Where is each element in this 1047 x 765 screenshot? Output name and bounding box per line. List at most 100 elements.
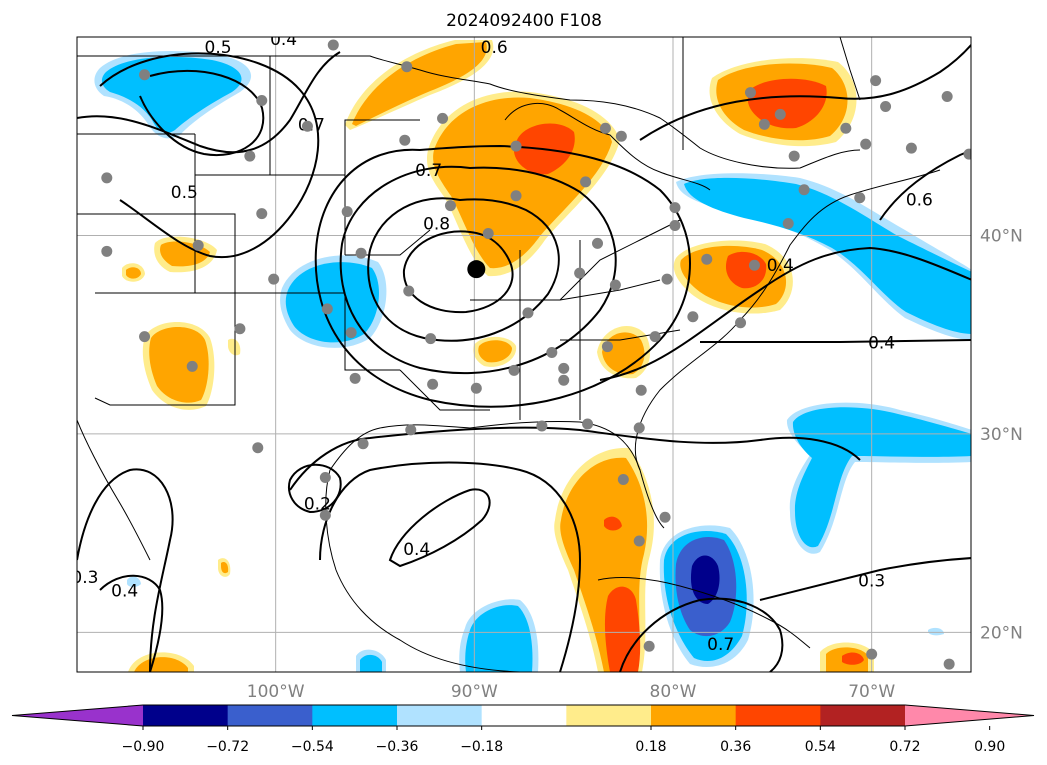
station-point (601, 341, 613, 353)
colorbar-segment (312, 705, 398, 726)
station-point (101, 172, 113, 184)
colorbar-tick-labels: −0.90 −0.72 −0.54 −0.36 −0.18 0.18 0.36 0.54 0.7… (122, 726, 1005, 755)
station-point (669, 202, 681, 214)
contour-label: 0.4 (111, 582, 138, 602)
contour-label: 0.6 (481, 38, 508, 58)
map-content: 0.5 0.4 0.6 0.7 0.5 0.7 0.8 0.4 0.4 0.6 0.2 0.4 0.3 0… (71, 37, 971, 672)
station-point (268, 273, 280, 285)
shaded-anomaly-fields (94, 40, 971, 672)
colorbar-segment (397, 705, 483, 726)
station-point (470, 382, 482, 394)
colorbar-segment (143, 705, 229, 726)
station-point (580, 176, 592, 188)
station-point (319, 472, 331, 484)
gridlines (77, 37, 971, 672)
station-point (798, 184, 810, 196)
latitude-labels: 40°N 30°N 20°N (980, 226, 1023, 643)
state-line-5 (235, 292, 400, 371)
contour-0.8 (402, 230, 514, 314)
contour-label: 0.4 (403, 540, 430, 560)
baja-coast (77, 419, 151, 561)
station-point (319, 509, 331, 521)
station-point (774, 108, 786, 120)
station-point (508, 364, 520, 376)
station-point (558, 374, 570, 386)
station-point (661, 273, 673, 285)
lon-tick-label: 70°W (848, 682, 895, 702)
station-point (701, 253, 713, 265)
station-point (669, 220, 681, 232)
station-point (574, 267, 586, 279)
contour-0.6-northeast (639, 43, 971, 141)
contour-label: 0.3 (71, 568, 98, 588)
station-point (139, 331, 151, 343)
station-point (870, 75, 882, 87)
contour-label: 0.4 (767, 256, 794, 276)
state-line-6 (94, 292, 236, 406)
state-line-14 (344, 119, 420, 175)
contour-0.4-south (289, 426, 861, 491)
station-point (405, 424, 417, 436)
station-point (744, 87, 756, 99)
station-point (748, 259, 760, 271)
station-point (101, 245, 113, 257)
contour-0.5-north (99, 52, 320, 259)
station-point (840, 122, 852, 134)
station-point (234, 323, 246, 335)
station-point (355, 247, 367, 259)
station-point (592, 237, 604, 249)
station-point (401, 61, 413, 73)
colorbar-tick-label: 0.36 (720, 739, 751, 755)
station-point (399, 134, 411, 146)
contour-label: 0.7 (707, 635, 734, 655)
contour-0.6-ring (339, 165, 617, 375)
station-point (643, 640, 655, 652)
plot-title: 2024092400 F108 (446, 11, 602, 31)
station-point (866, 648, 878, 660)
us-canada-border (77, 55, 861, 169)
station-point (403, 285, 415, 297)
great-lakes (504, 102, 711, 191)
contour-0.7-north (139, 69, 265, 157)
station-point (905, 142, 917, 154)
lat-tick-label: 20°N (980, 623, 1023, 643)
colorbar-tick-label: −0.72 (206, 739, 249, 755)
station-point (301, 120, 313, 132)
lat-tick-label: 40°N (980, 226, 1023, 246)
station-point (582, 418, 594, 430)
station-point (427, 378, 439, 390)
state-line-13 (559, 219, 681, 301)
colorbar-segment (820, 705, 906, 726)
station-point (633, 422, 645, 434)
station-point (341, 206, 353, 218)
contour-0.4-loop (388, 488, 491, 568)
station-point (880, 100, 892, 112)
contour-0.4-east (599, 246, 971, 381)
gulf-coast (329, 420, 665, 529)
station-point (860, 138, 872, 150)
station-point (482, 227, 494, 239)
station-markers (101, 39, 971, 670)
station-point (244, 150, 256, 162)
contour-0.4-coast (700, 339, 971, 343)
station-point (609, 279, 621, 291)
station-point (357, 438, 369, 450)
lon-tick-label: 80°W (650, 682, 697, 702)
contour-0.3-caribbean (619, 597, 784, 672)
contour-0.7-ring (367, 197, 560, 342)
station-point (510, 140, 522, 152)
station-point (327, 39, 339, 51)
contour-0.4-north (77, 51, 341, 154)
contour-0.6-east (879, 149, 971, 221)
contour-label: 0.2 (304, 494, 331, 514)
colorbar-tick-label: 0.18 (635, 739, 666, 755)
highlight-marker (467, 260, 486, 279)
station-point (444, 200, 456, 212)
station-point (963, 148, 971, 160)
station-point (437, 112, 449, 124)
colorbar-tick-label: 0.90 (974, 739, 1005, 755)
station-point (633, 535, 645, 547)
station-point (186, 360, 198, 372)
contour-0.2-west (288, 463, 342, 514)
